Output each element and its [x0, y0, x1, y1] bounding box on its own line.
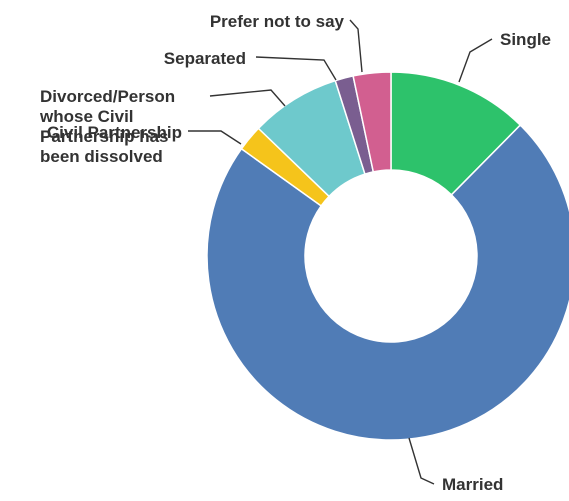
- label-civil-partnership: Civil Partnership: [47, 123, 182, 142]
- slice-married[interactable]: [206, 124, 569, 441]
- label-prefer-not-to-say: Prefer not to say: [210, 12, 345, 31]
- label-divorced-person-whose-civil-partnership-has-been-dissolved: Divorced/Person whose Civil Partnership ha…: [39, 87, 175, 166]
- label-married: Married: [442, 475, 503, 494]
- leader-lines: [188, 19, 493, 485]
- donut-slices: [206, 71, 569, 441]
- label-line: Prefer not to say: [210, 12, 345, 31]
- label-line: Civil Partnership: [47, 123, 182, 142]
- label-line: Separated: [164, 49, 246, 68]
- leader-line-civil-partnership: [188, 130, 242, 145]
- label-line: been dissolved: [40, 147, 163, 166]
- leader-line-separated: [255, 56, 337, 81]
- label-single: Single: [500, 30, 551, 49]
- slice-prefer-not-to-say[interactable]: [352, 71, 392, 173]
- label-line: Divorced/Person: [40, 87, 175, 106]
- label-line: whose Civil: [39, 107, 134, 126]
- label-line: Single: [500, 30, 551, 49]
- leader-line-single: [458, 38, 493, 83]
- label-line: Partnership has: [40, 127, 169, 146]
- leader-line-divorced-person-whose-civil-partnership-has-been-dissolved: [209, 89, 286, 107]
- leader-line-prefer-not-to-say: [349, 19, 363, 73]
- leader-line-married: [408, 437, 435, 485]
- label-line: Married: [442, 475, 503, 494]
- label-separated: Separated: [164, 49, 246, 68]
